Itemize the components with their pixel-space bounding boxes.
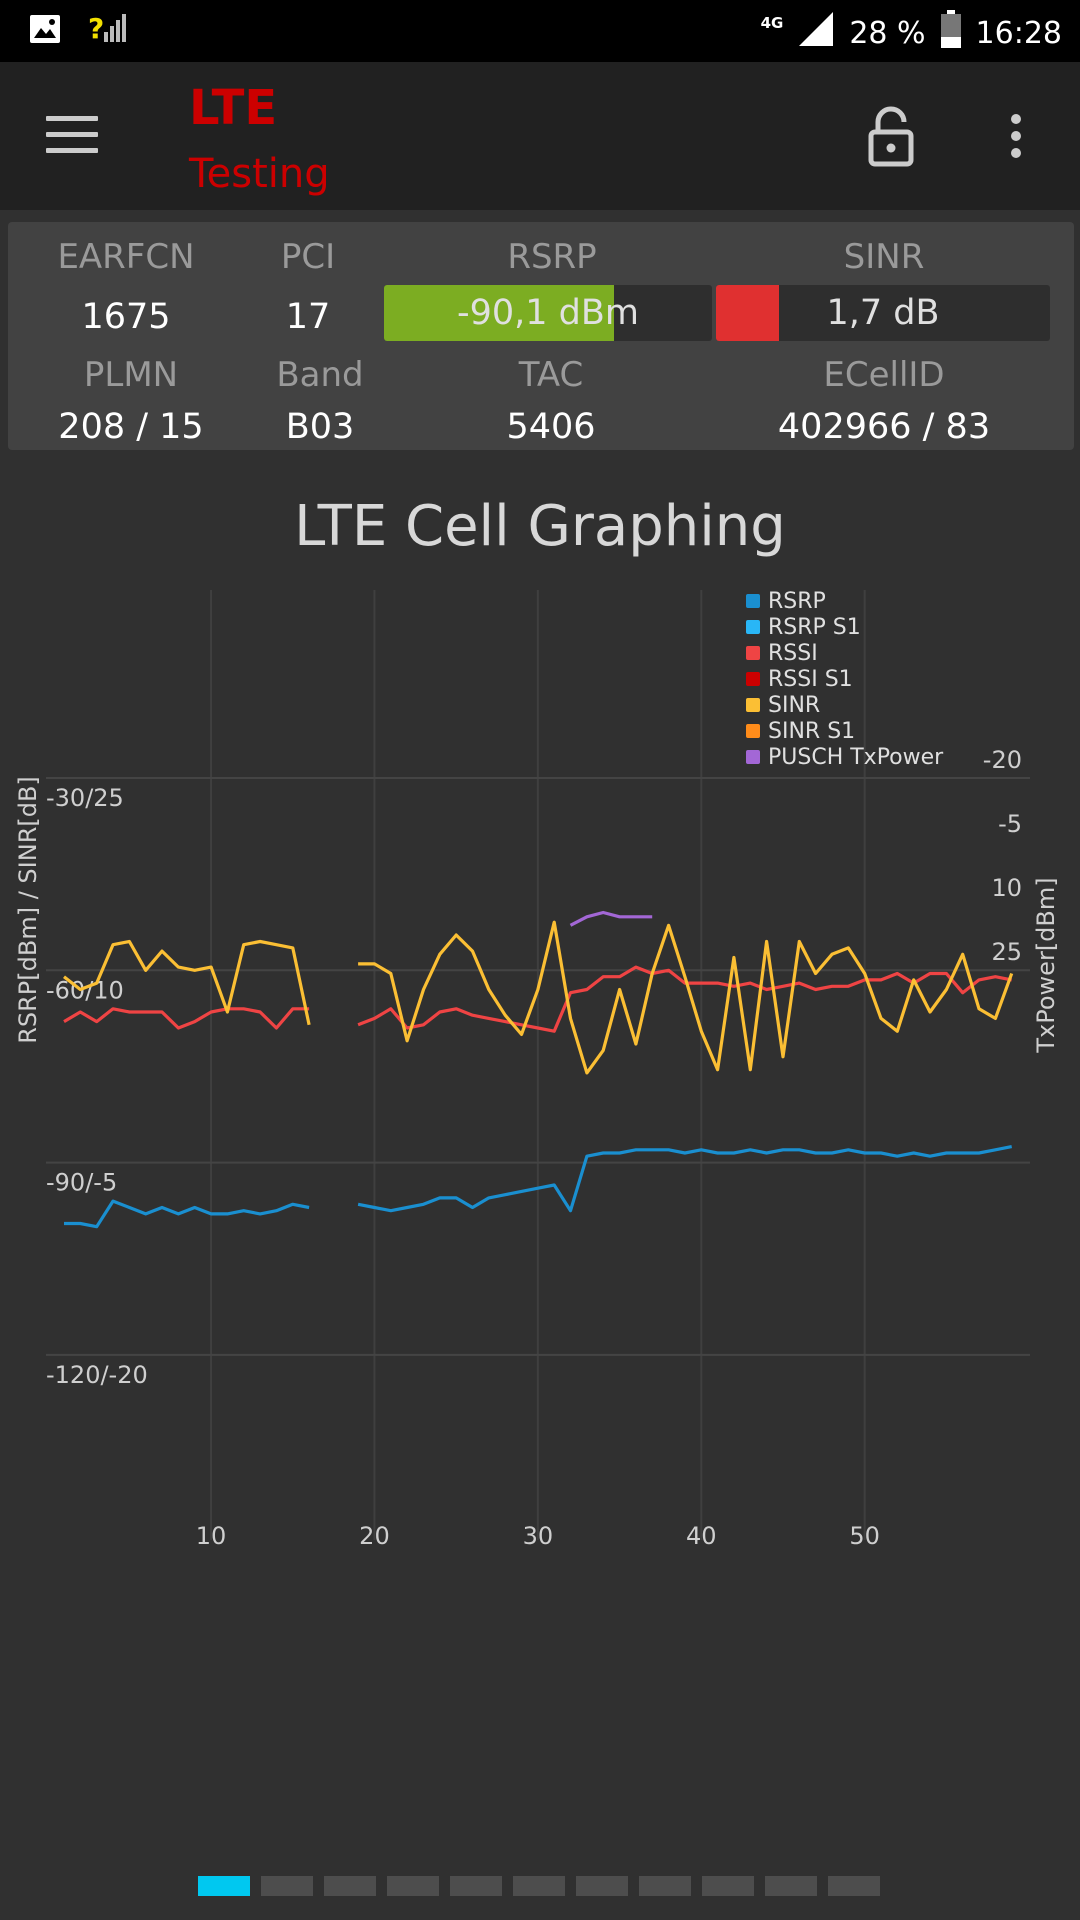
image-notification-icon: [28, 12, 62, 50]
cell-signal-icon: [797, 10, 835, 56]
pci-label: PCI: [280, 237, 336, 277]
tac-value: 5406: [506, 407, 596, 447]
x-tick-label: 10: [196, 1522, 227, 1550]
network-type: 4G: [760, 14, 784, 32]
band-value: B03: [285, 407, 355, 447]
app-subtitle: Testing: [189, 151, 330, 197]
page-dot[interactable]: [450, 1876, 502, 1896]
legend-label: RSRP: [768, 589, 826, 614]
x-tick-label: 20: [359, 1522, 390, 1550]
page-dot[interactable]: [198, 1876, 250, 1896]
clock: 16:28: [975, 15, 1062, 51]
legend-swatch: [746, 750, 760, 764]
status-bar-right: 4G 28 % 16:28: [761, 10, 1062, 56]
ecellid-value: 402966 / 83: [777, 407, 991, 447]
band-label: Band: [276, 355, 364, 395]
sinr-label: SINR: [843, 237, 925, 277]
legend-label: RSSI S1: [768, 667, 853, 692]
rsrp-meter: -90,1 dBm: [384, 285, 712, 341]
legend-label: SINR S1: [768, 719, 855, 744]
y2-axis-title: TxPower[dBm]: [1032, 877, 1060, 1053]
y-tick-label: -90/-5: [46, 1169, 117, 1197]
series-line-sinr: [358, 920, 1014, 1075]
ecellid-label: ECellID: [823, 355, 945, 395]
x-tick-label: 30: [523, 1522, 554, 1550]
series-line-rsrp: [64, 1199, 310, 1229]
earfcn-label: EARFCN: [57, 237, 195, 277]
rsrp-label: RSRP: [507, 237, 597, 277]
legend-swatch: [746, 594, 760, 608]
page-dot[interactable]: [765, 1876, 817, 1896]
sinr-meter-fill: [716, 285, 780, 341]
pci-value: 17: [285, 297, 331, 337]
y-axis-title: RSRP[dBm] / SINR[dB]: [14, 776, 42, 1044]
x-tick-label: 40: [686, 1522, 717, 1550]
legend-label: RSSI: [768, 641, 818, 666]
app-bar: LTE Testing: [0, 62, 1080, 210]
series-line-pusch-txpower: [569, 910, 653, 927]
series-line-rssi: [357, 965, 1013, 1033]
status-bar: ? 4G 28 % 16:28: [0, 0, 1080, 62]
page-dot[interactable]: [513, 1876, 565, 1896]
y-tick-label: -60/10: [46, 976, 124, 1004]
earfcn-value: 1675: [81, 297, 171, 337]
sinr-meter: 1,7 dB: [716, 285, 1050, 341]
legend-label: PUSCH TxPower: [768, 745, 944, 770]
app-title: LTE: [189, 80, 278, 136]
y-tick-label: -120/-20: [46, 1361, 148, 1389]
page-dot[interactable]: [324, 1876, 376, 1896]
status-bar-left: ?: [28, 12, 128, 50]
rsrp-value: -90,1 dBm: [456, 293, 639, 333]
legend-swatch: [746, 698, 760, 712]
page-dot[interactable]: [576, 1876, 628, 1896]
page-dot[interactable]: [387, 1876, 439, 1896]
plmn-label: PLMN: [83, 355, 179, 395]
page-dot[interactable]: [261, 1876, 313, 1896]
page-dot[interactable]: [828, 1876, 880, 1896]
battery-icon: [940, 10, 962, 56]
legend-swatch: [746, 620, 760, 634]
cell-info-card: EARFCN 1675 PCI 17 RSRP -90,1 dBm SINR 1…: [8, 222, 1074, 450]
page-indicator: [198, 1876, 880, 1896]
legend-swatch: [746, 646, 760, 660]
more-options-icon[interactable]: [1000, 112, 1032, 160]
legend-label: SINR: [768, 693, 820, 718]
svg-text:?: ?: [88, 12, 104, 45]
y-tick-label: -30/25: [46, 784, 124, 812]
signal-question-icon: ?: [88, 12, 128, 50]
series-line-rssi: [63, 1007, 310, 1030]
y2-tick-label: 10: [991, 874, 1022, 902]
lte-chart[interactable]: -30/25 -60/10 -90/-5 -120/-20 -20 -5 10 25 10 20 3…: [0, 580, 1080, 1580]
page-dot[interactable]: [639, 1876, 691, 1896]
legend-swatch: [746, 724, 760, 738]
page-dot[interactable]: [702, 1876, 754, 1896]
plmn-value: 208 / 15: [58, 407, 204, 447]
tac-label: TAC: [518, 355, 584, 395]
series-line-sinr: [63, 939, 311, 1026]
sinr-value: 1,7 dB: [826, 293, 940, 333]
x-tick-label: 50: [849, 1522, 880, 1550]
chart-title: LTE Cell Graphing: [294, 494, 786, 559]
battery-percent: 28 %: [849, 15, 926, 51]
y2-tick-label: 25: [991, 938, 1022, 966]
y2-tick-label: -20: [983, 746, 1022, 774]
y2-tick-label: -5: [998, 810, 1022, 838]
menu-icon[interactable]: [46, 116, 98, 156]
rsrp-meter-fill: [384, 285, 614, 341]
legend-label: RSRP S1: [768, 615, 861, 640]
series-line-rsrp: [357, 1145, 1013, 1213]
legend-swatch: [746, 672, 760, 686]
lock-icon[interactable]: [864, 104, 918, 168]
